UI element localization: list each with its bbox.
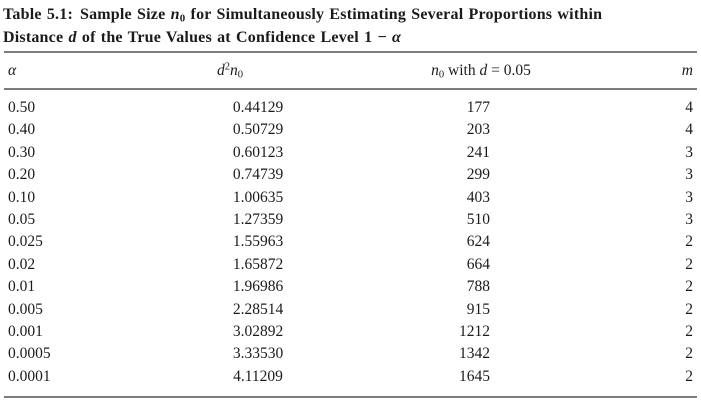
table-row: 0.40 0.50729 203 4: [4, 119, 697, 141]
cell-n0: 203: [466, 121, 490, 139]
cell-alpha: 0.01: [8, 278, 36, 296]
cell-m: 2: [685, 233, 693, 251]
table-row: 0.02 1.65872 664 2: [4, 254, 697, 276]
table-row: 0.20 0.74739 299 3: [4, 164, 697, 186]
cell-d2n0: 1.00635: [232, 188, 284, 206]
math-n: n: [170, 6, 180, 23]
cell-m: 4: [685, 121, 693, 139]
cell-m: 3: [685, 166, 693, 184]
sample-size-table: α d2n0 n0 with d = 0.05 m 0.50 0.44129 177…: [4, 51, 697, 399]
cell-m: 2: [685, 278, 693, 296]
cell-alpha: 0.30: [8, 143, 36, 161]
cell-n0: 177: [466, 99, 490, 116]
cell-m: 3: [685, 188, 693, 206]
cell-alpha: 0.40: [8, 121, 36, 139]
cell-alpha: 0.05: [8, 211, 36, 229]
cell-m: 2: [685, 255, 693, 273]
cell-alpha: 0.005: [8, 300, 43, 318]
cell-n0: 403: [466, 188, 490, 206]
cell-d2n0: 2.28514: [232, 300, 284, 318]
cell-n0: 664: [466, 255, 490, 273]
table-row: 0.30 0.60123 241 3: [4, 142, 697, 164]
header-cell-alpha: α: [4, 52, 164, 90]
table-row: 0.001 3.02892 1212 2: [4, 321, 697, 343]
cell-m: 3: [685, 143, 693, 161]
cell-alpha: 0.0001: [8, 367, 51, 385]
cell-alpha: 0.50: [8, 99, 36, 116]
cell-n0: 1645: [459, 367, 490, 385]
cell-n0: 624: [466, 233, 490, 251]
cell-alpha: 0.001: [8, 323, 43, 341]
cell-m: 3: [685, 211, 693, 229]
cell-d2n0: 0.50729: [232, 121, 284, 139]
cell-d2n0: 1.65872: [232, 255, 284, 273]
table-row: 0.025 1.55963 624 2: [4, 231, 697, 253]
table-header-row: α d2n0 n0 with d = 0.05 m: [4, 52, 697, 90]
cell-m: 2: [685, 323, 693, 341]
title-line-1: Table 5.1: Sample Size n0 for Simultaneou…: [3, 6, 603, 25]
cell-d2n0: 0.74739: [232, 166, 284, 184]
table-row: 0.05 1.27359 510 3: [4, 209, 697, 231]
cell-alpha: 0.0005: [8, 345, 51, 363]
header-cell-d2n0: d2n0: [164, 52, 344, 90]
cell-d2n0: 3.02892: [232, 323, 284, 341]
table-row: 0.50 0.44129 177 4: [4, 89, 697, 119]
cell-m: 2: [685, 345, 693, 363]
table-row: 0.005 2.28514 915 2: [4, 299, 697, 321]
cell-n0: 510: [466, 211, 490, 229]
cell-alpha: 0.025: [8, 233, 43, 251]
math-n-subscript: 0: [179, 12, 186, 25]
cell-n0: 241: [466, 143, 490, 161]
cell-m: 2: [685, 367, 693, 385]
math-alpha: α: [392, 29, 402, 46]
header-cell-n0-with-d: n0 with d = 0.05: [344, 52, 589, 90]
cell-n0: 1342: [459, 345, 490, 363]
cell-m: 4: [685, 99, 693, 116]
cell-n0: 788: [466, 278, 490, 296]
title-line-2: Distance d of the True Values at Confide…: [3, 29, 402, 46]
cell-m: 2: [685, 300, 693, 318]
cell-alpha: 0.20: [8, 166, 36, 184]
cell-d2n0: 0.60123: [232, 143, 284, 161]
cell-n0: 915: [466, 300, 490, 318]
header-cell-m: m: [589, 52, 697, 90]
cell-n0: 299: [466, 166, 490, 184]
cell-d2n0: 1.27359: [232, 211, 284, 229]
cell-d2n0: 3.33530: [232, 345, 284, 363]
cell-d2n0: 4.11209: [233, 367, 283, 385]
table-row: 0.01 1.96986 788 2: [4, 276, 697, 298]
cell-d2n0: 1.96986: [232, 278, 284, 296]
cell-n0: 1212: [459, 323, 490, 341]
cell-d2n0: 0.44129: [232, 99, 284, 116]
cell-alpha: 0.10: [8, 188, 36, 206]
page-title: Table 5.1: Sample Size n0 for Simultaneou…: [0, 0, 701, 49]
cell-alpha: 0.02: [8, 255, 36, 273]
table-row: 0.0001 4.11209 1645 2: [4, 366, 697, 397]
cell-d2n0: 1.55963: [232, 233, 284, 251]
math-d: d: [68, 29, 77, 46]
table-number-label: Table 5.1:: [3, 6, 73, 23]
table-row: 0.0005 3.33530 1342 2: [4, 343, 697, 365]
table-row: 0.10 1.00635 403 3: [4, 187, 697, 209]
